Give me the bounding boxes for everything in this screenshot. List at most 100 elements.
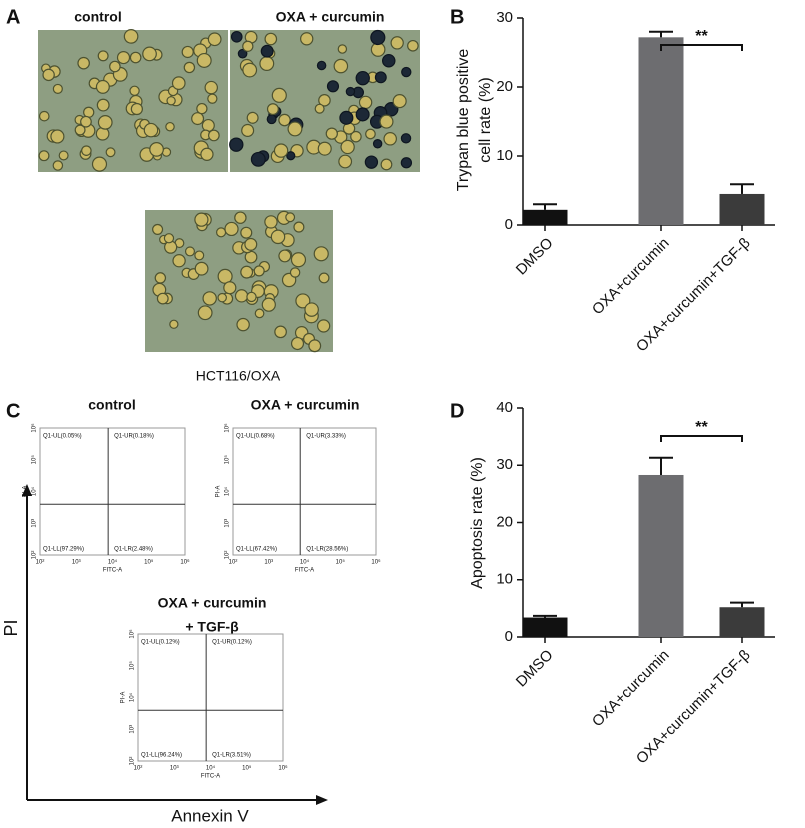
cell [317,319,331,333]
plot-frame [137,633,284,762]
cell [200,147,214,161]
y-axis-title: Apoptosis rate (%) [469,457,486,589]
tick-label: 10⁶ [129,629,136,639]
axis-label: FITC-A [201,774,220,780]
cell [207,32,222,47]
bar [522,617,568,637]
plot-title: control [88,397,135,413]
x-tick-label: OXA+curcumin [589,235,673,319]
cell [154,272,167,284]
cell [372,139,383,149]
cell [52,83,63,94]
x-tick-label: OXA+curcumin [589,647,673,731]
tick-label: 10⁴ [224,486,231,496]
quadrant-label: Q1-LL(97.29%) [43,547,84,553]
tick-label: 10⁶ [180,559,190,566]
cell [340,139,355,155]
cell [358,95,373,110]
cell [317,141,332,156]
plot-title: OXA + curcumin [158,595,267,611]
cell [246,111,259,124]
cell [152,223,164,235]
cell [217,292,227,303]
y-tick-label: 40 [496,399,513,416]
tick-label: 10³ [72,560,81,566]
cell [208,129,220,142]
cell [130,102,143,116]
cell [264,215,278,229]
cell [97,115,113,130]
bar [719,607,765,637]
cell [91,156,108,172]
panel-label: A [6,6,20,28]
cell [74,124,86,136]
cell [194,212,209,227]
cell [260,44,274,58]
cell [339,110,354,125]
cell [295,293,311,309]
significance-bracket [660,435,743,442]
cell [95,79,110,94]
cell [194,250,205,261]
tick-label: 10² [134,766,143,772]
cell [392,94,407,109]
cell [259,56,275,72]
axis-title: Annexin V [171,806,249,825]
cell [77,56,90,70]
cell [246,291,257,303]
tick-label: 10⁶ [278,765,288,772]
cell [308,339,322,353]
cell [242,62,258,78]
tick-label: 10⁵ [31,455,38,465]
cell [52,160,64,171]
cell [400,133,412,144]
quadrant-label: Q1-UR(0.12%) [212,640,252,646]
cell [390,36,404,50]
cell [273,143,289,158]
cell [149,142,164,157]
cell [163,233,175,244]
cell [287,121,303,137]
tick-label: 10² [130,757,136,766]
cell [109,60,121,73]
cell [165,121,175,132]
cell [183,61,196,74]
cell [105,147,116,158]
cell [254,308,265,319]
cell [142,46,157,62]
cell [181,45,194,59]
tick-label: 10⁵ [336,559,346,566]
panel-label: B [450,6,464,28]
y-tick-label: 0 [505,216,513,233]
cell [240,226,253,239]
cell [289,267,301,278]
cell [81,145,92,156]
plot-frame [39,427,186,556]
cell [313,246,329,262]
cell [143,122,159,138]
y-tick-label: 20 [496,513,513,530]
cell [42,68,55,82]
y-tick-label: 20 [496,78,513,95]
bar [522,209,568,225]
tick-label: 10³ [225,519,231,528]
significance-label: ** [695,28,708,45]
cell [50,129,65,144]
cell [318,272,330,284]
cell [207,93,218,104]
axis-label: PI-A [23,486,29,498]
y-tick-label: 30 [496,456,513,473]
cell [197,305,213,321]
tick-label: 10⁵ [224,455,231,465]
image-title: OXA + curcumin [276,9,385,25]
axis-label: PI-A [121,692,127,704]
cell [169,319,179,329]
cell [316,60,327,71]
quadrant-label: Q1-LR(3.51%) [212,753,251,759]
arrow-head [316,795,328,805]
tick-label: 10² [32,551,38,560]
bar [638,474,684,637]
cell [202,291,217,306]
cell [241,123,255,137]
cell [270,229,286,245]
